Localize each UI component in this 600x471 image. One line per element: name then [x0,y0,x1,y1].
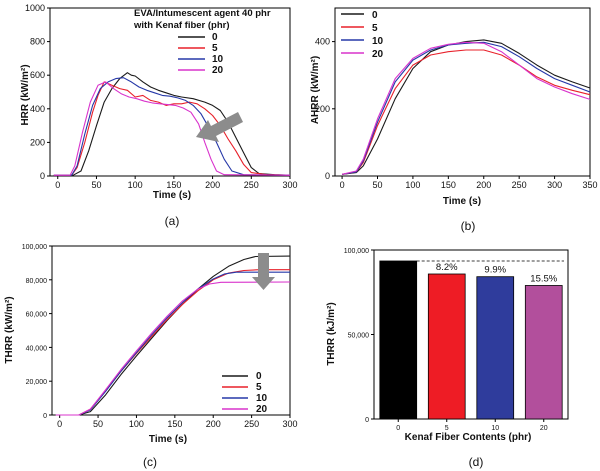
y-tick-label: 50,000 [348,333,370,340]
axis-label-x: Time (s) [149,434,187,445]
series-line-10 [53,77,291,176]
axis-label-y: THRR (kW/m²) [4,296,15,363]
x-tick-label: 300 [282,180,297,190]
decrease-arrow [196,112,243,142]
y-tick-label: 100,000 [344,248,369,255]
series-line-5 [53,81,291,176]
y-tick-label: 0 [365,417,369,424]
bar-data-label: 15.5% [530,273,557,284]
x-tick-label: 200 [205,180,220,190]
panel-c-thrr-chart: THRR (kW/m²) Time (s) (c) 0 50 100 150 200 25… [4,244,298,469]
x-tick-label: 10 [491,425,499,432]
axis-label-y: AHRR (kW/m²) [310,56,321,124]
bar-20 [524,285,563,420]
y-tick-label: 40,000 [26,345,48,352]
legend-label-5: 5 [212,43,218,54]
x-tick-label: 200 [476,180,491,190]
panel-d-thrr-bar-chart: THRR (kJ/m²) Kenaf Fiber Contents (phr) … [326,248,569,469]
x-tick-label: 0 [57,419,62,429]
legend-title-line-2: with Kenaf fiber (phr) [133,20,230,31]
series-line-10 [55,271,290,416]
legend-label-20: 20 [372,49,384,60]
y-tick-label: 1000 [25,3,45,13]
x-tick-label: 0 [55,180,60,190]
series-line-10 [342,41,591,175]
x-tick-label: 350 [582,180,597,190]
x-tick-label: 0 [340,180,345,190]
axis-label-x: Time (s) [153,190,191,201]
plot-frame [49,7,291,177]
y-tick-label: 600 [30,70,45,80]
bar-0 [379,260,418,420]
series-line-0 [53,72,291,176]
y-tick-label: 0 [325,171,330,181]
x-tick-label: 50 [372,180,382,190]
axis-label-y: HRR (kW/m²) [20,64,31,125]
x-tick-label: 300 [547,180,562,190]
y-tick-label: 100,000 [22,244,47,251]
series-line-5 [342,49,591,175]
legend-label-5: 5 [372,23,378,34]
panel-label: (d) [469,455,484,469]
x-tick-label: 100 [405,180,420,190]
legend-label-10: 10 [256,393,268,404]
plot-frame [51,245,291,416]
y-tick-label: 200 [315,104,330,114]
x-tick-label: 250 [244,419,259,429]
series-line-5 [55,269,290,416]
legend-label-0: 0 [212,32,218,43]
legend-label-20: 20 [256,404,268,415]
x-tick-label: 0 [396,425,400,432]
y-tick-label: 80,000 [26,278,48,285]
x-tick-label: 100 [128,180,143,190]
x-tick-label: 20 [540,425,548,432]
bar-data-label: 9.9% [484,265,506,276]
legend-label-0: 0 [372,10,378,21]
x-tick-label: 250 [512,180,527,190]
legend-label-20: 20 [212,65,224,76]
axis-label-x: Kenaf Fiber Contents (phr) [405,432,532,443]
bar-10 [476,276,515,420]
series-line-20 [53,81,291,176]
y-tick-label: 20,000 [26,379,48,386]
bar-data-label: 8.2% [436,262,458,273]
x-tick-label: 150 [441,180,456,190]
y-tick-label: 400 [315,37,330,47]
panel-label: (b) [461,219,476,233]
axis-label-x: Time (s) [443,196,481,207]
panel-label: (a) [165,214,180,228]
series-line-0 [342,39,591,175]
x-tick-label: 150 [166,180,181,190]
legend-label-0: 0 [256,371,262,382]
y-tick-label: 800 [30,37,45,47]
decrease-arrow [252,253,275,290]
x-tick-label: 50 [93,419,103,429]
y-tick-label: 200 [30,137,45,147]
x-tick-label: 200 [206,419,221,429]
x-tick-label: 300 [282,419,297,429]
y-tick-label: 0 [43,413,47,420]
legend-label-10: 10 [372,36,384,47]
x-tick-label: 100 [129,419,144,429]
y-tick-label: 400 [30,104,45,114]
panel-a-hrr-chart: HRR (kW/m²) Time (s) (a) EVA/Intumescent… [20,3,298,228]
panel-label: (c) [143,455,157,469]
y-tick-label: 60,000 [26,312,48,319]
axis-label-y: THRR (kJ/m²) [326,302,337,365]
legend-label-10: 10 [212,54,224,65]
y-tick-label: 0 [40,171,45,181]
x-tick-label: 50 [91,180,101,190]
legend-title-line-1: EVA/Intumescent agent 40 phr [134,8,271,19]
series-line-0 [55,255,291,416]
series-line-20 [55,281,291,416]
panel-b-ahrr-chart: AHRR (kW/m²) Time (s) (b) 0 50 100 150 200 25… [310,7,598,233]
x-tick-label: 5 [445,425,449,432]
series-line-20 [341,41,591,175]
legend-label-5: 5 [256,382,262,393]
x-tick-label: 150 [167,419,182,429]
x-tick-label: 250 [244,180,259,190]
bar-5 [427,273,466,420]
